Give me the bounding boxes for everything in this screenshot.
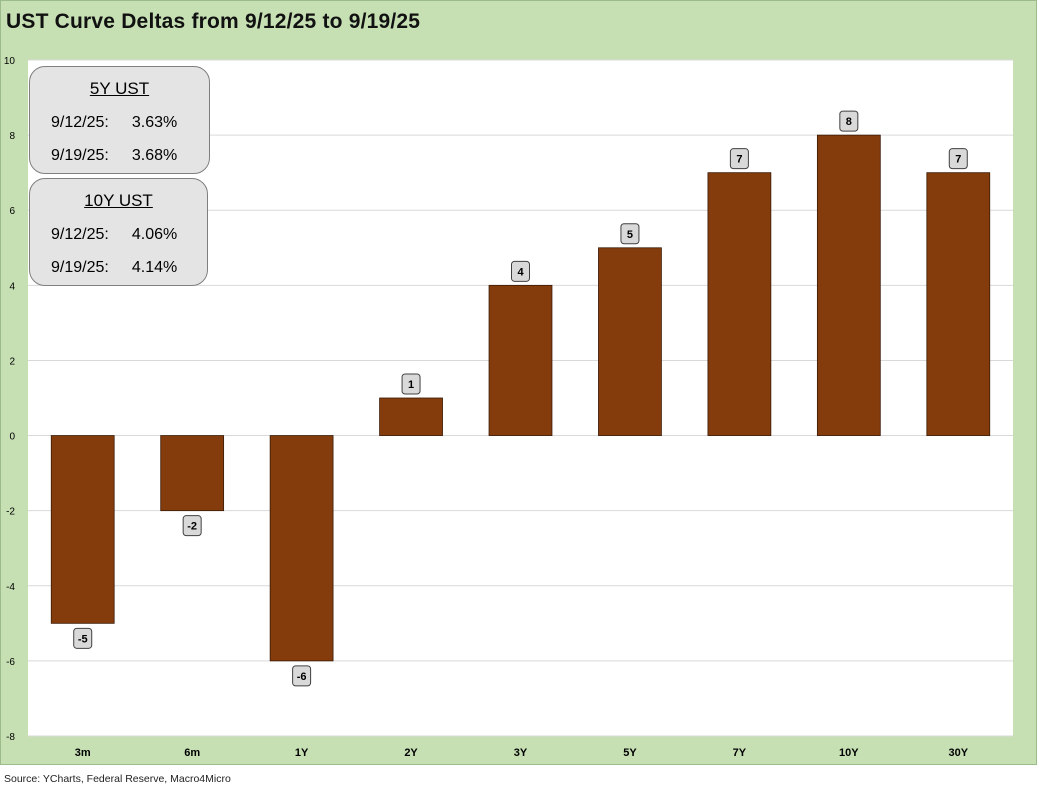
bar: [816, 134, 881, 436]
info-box-row: 9/12/25: 4.06%: [51, 226, 178, 243]
y-tick-label: -8: [6, 732, 15, 743]
x-tick-label: 5Y: [623, 747, 637, 759]
y-tick-label: 6: [9, 206, 15, 217]
info-box-header: 10Y UST: [84, 191, 153, 210]
data-label-box: [948, 148, 968, 170]
info-box-row: 9/19/25: 3.68%: [51, 147, 178, 164]
data-label-box: [73, 627, 93, 649]
data-label-box: [511, 260, 530, 282]
data-label: -5: [78, 633, 88, 645]
info-box-10y: 10Y UST 9/12/25: 4.06% 9/19/25: 4.14%: [29, 178, 208, 286]
bar: [488, 284, 553, 436]
data-label: 4: [517, 266, 524, 278]
data-label: -2: [187, 521, 197, 533]
y-tick-label: 8: [9, 131, 15, 142]
info-box-row: 9/12/25: 3.63%: [51, 114, 178, 131]
data-label-box: [729, 148, 749, 170]
y-tick-label: -4: [6, 582, 15, 593]
info-box-5y: 5Y UST 9/12/25: 3.63% 9/19/25: 3.68%: [29, 66, 210, 174]
x-tick-label: 3m: [75, 747, 91, 759]
data-label: 5: [627, 229, 633, 241]
y-tick-label: 0: [9, 432, 15, 443]
data-label: 7: [736, 154, 742, 166]
data-label: 7: [955, 154, 961, 166]
chart-title: UST Curve Deltas from 9/12/25 to 9/19/25: [6, 10, 421, 33]
bar: [379, 397, 443, 436]
x-tick-label: 1Y: [295, 747, 309, 759]
x-tick-label: 7Y: [733, 747, 747, 759]
x-tick-label: 10Y: [839, 747, 859, 759]
y-tick-label: -2: [6, 507, 15, 518]
y-tick-label: 2: [9, 356, 15, 367]
bar: [269, 435, 334, 662]
data-label-box: [292, 665, 312, 687]
bar: [707, 172, 772, 436]
data-label-box: [401, 373, 421, 395]
y-tick-label: 4: [9, 281, 15, 292]
x-tick-label: 2Y: [404, 747, 418, 759]
source-note: Source: YCharts, Federal Reserve, Macro4…: [4, 773, 231, 785]
bar: [926, 172, 991, 436]
info-box-header: 5Y UST: [89, 79, 150, 98]
y-tick-label: -6: [6, 657, 15, 668]
x-tick-label: 6m: [184, 747, 200, 759]
x-tick-label: 30Y: [948, 747, 968, 759]
data-label: -6: [297, 671, 307, 683]
info-box-row: 9/19/25: 4.14%: [51, 259, 178, 276]
x-tick-label: 3Y: [514, 747, 528, 759]
data-label-box: [182, 515, 202, 537]
data-label: 1: [408, 379, 414, 391]
data-label-box: [839, 110, 859, 132]
data-label-box: [620, 223, 640, 245]
bar: [160, 435, 225, 512]
y-tick-label: 10: [4, 56, 16, 67]
bar: [50, 435, 115, 624]
bar: [598, 247, 662, 436]
data-label: 8: [846, 116, 852, 128]
